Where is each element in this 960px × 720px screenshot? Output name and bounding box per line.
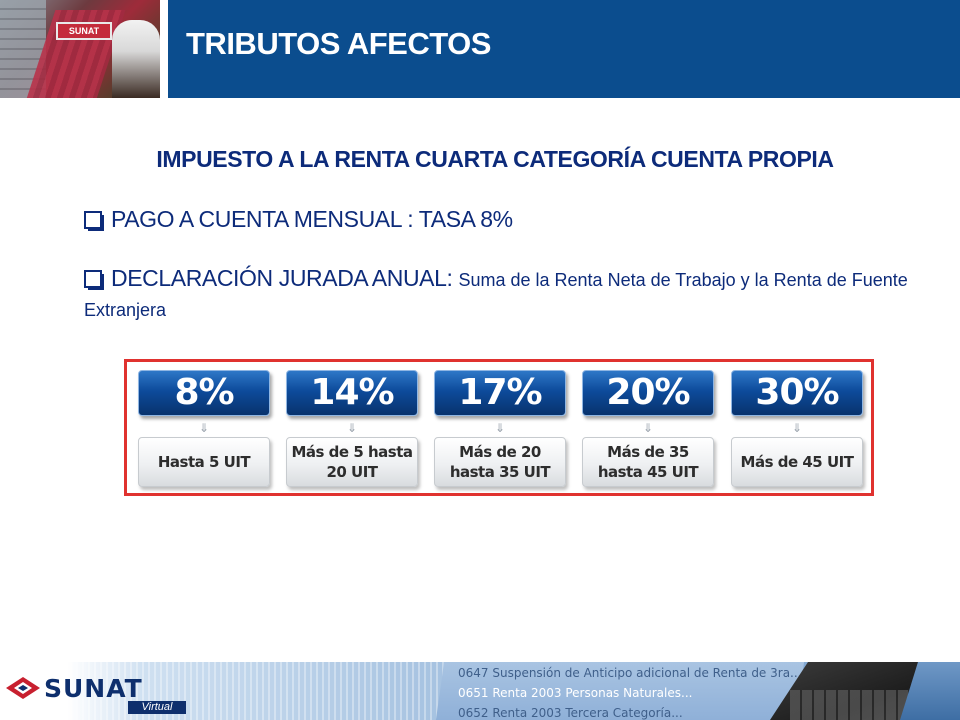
rate-value: 14%	[286, 370, 418, 416]
header-gap	[160, 0, 168, 98]
checkbox-bullet-icon	[84, 270, 104, 290]
header-bar	[168, 0, 960, 98]
rate-column-2: 14% ⇓ Más de 5 hasta 20 UIT	[286, 362, 418, 493]
rate-value: 20%	[582, 370, 714, 416]
sunat-logo-text: SUNAT	[44, 674, 143, 703]
rate-range: Más de 20 hasta 35 UIT	[434, 437, 566, 487]
down-arrow-icon: ⇓	[791, 421, 803, 435]
rate-column-5: 30% ⇓ Más de 45 UIT	[731, 362, 863, 493]
rate-range: Hasta 5 UIT	[138, 437, 270, 487]
bullet-2-text: DECLARACIÓN JURADA ANUAL:	[111, 265, 453, 291]
sunat-logo-icon	[6, 677, 40, 699]
down-arrow-icon: ⇓	[346, 421, 358, 435]
bullet-item-1: PAGO A CUENTA MENSUAL : TASA 8%	[84, 206, 513, 233]
sunat-virtual-label: Virtual	[128, 701, 186, 714]
section-subtitle: IMPUESTO A LA RENTA CUARTA CATEGORÍA CUE…	[156, 146, 834, 172]
header-photo: SUNAT	[0, 0, 160, 98]
footer-list-line-1: 0647 Suspensión de Anticipo adicional de…	[458, 666, 802, 680]
rate-table-frame: 8% ⇓ Hasta 5 UIT 14% ⇓ Más de 5 hasta 20…	[124, 359, 874, 496]
footer-list-line-2: 0651 Renta 2003 Personas Naturales...	[458, 686, 693, 700]
down-arrow-icon: ⇓	[198, 421, 210, 435]
rate-range: Más de 45 UIT	[731, 437, 863, 487]
rate-column-4: 20% ⇓ Más de 35 hasta 45 UIT	[582, 362, 714, 493]
header-photo-person	[112, 20, 160, 98]
down-arrow-icon: ⇓	[494, 421, 506, 435]
checkbox-bullet-icon	[84, 211, 104, 231]
rate-value: 8%	[138, 370, 270, 416]
bullet-item-2: DECLARACIÓN JURADA ANUAL: Suma de la Ren…	[84, 263, 924, 324]
rate-column-1: 8% ⇓ Hasta 5 UIT	[138, 362, 270, 493]
footer-list-line-3: 0652 Renta 2003 Tercera Categoría...	[458, 706, 683, 720]
bullet-2-detail: Suma de la Renta Neta de Trabajo y la Re…	[84, 270, 908, 321]
slide-title: TRIBUTOS AFECTOS	[186, 26, 491, 61]
rate-value: 17%	[434, 370, 566, 416]
rate-range: Más de 35 hasta 45 UIT	[582, 437, 714, 487]
down-arrow-icon: ⇓	[642, 421, 654, 435]
rate-range: Más de 5 hasta 20 UIT	[286, 437, 418, 487]
rate-value: 30%	[731, 370, 863, 416]
bullet-1-text: PAGO A CUENTA MENSUAL : TASA 8%	[111, 206, 513, 232]
header-photo-sign: SUNAT	[56, 22, 112, 40]
rate-column-3: 17% ⇓ Más de 20 hasta 35 UIT	[434, 362, 566, 493]
